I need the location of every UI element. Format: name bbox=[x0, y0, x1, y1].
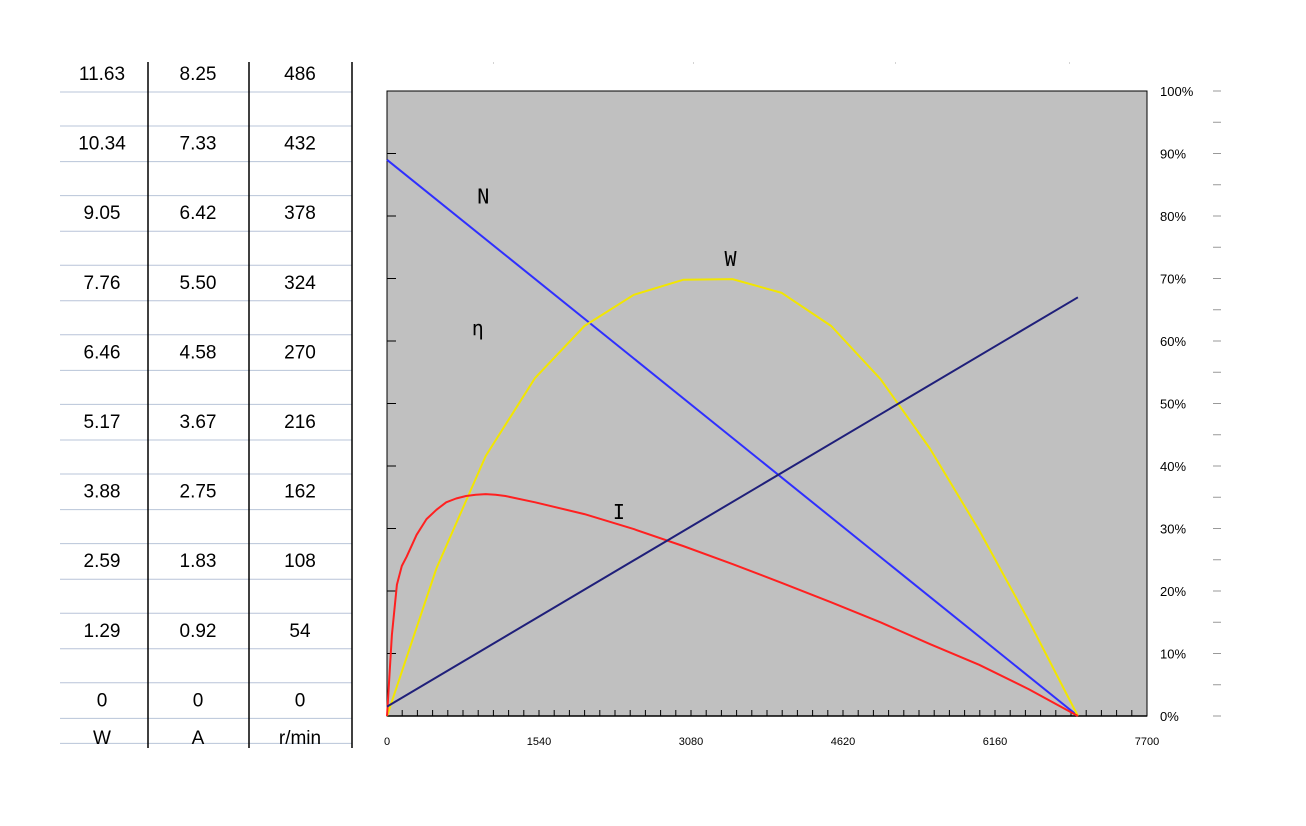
table-cell: 324 bbox=[284, 273, 316, 294]
x-tick-label: 7700 bbox=[1135, 736, 1159, 748]
table-header-cell: r/min bbox=[279, 728, 321, 749]
right-axis-tick-label: 70% bbox=[1160, 272, 1186, 287]
series-line-3 bbox=[386, 493, 1079, 717]
table-header-cell: W bbox=[93, 728, 111, 749]
table-header-cell: A bbox=[192, 728, 205, 749]
table-cell: 0 bbox=[295, 690, 306, 711]
table-cell: 432 bbox=[284, 134, 316, 155]
x-tick-label: 6160 bbox=[983, 736, 1007, 748]
right-axis-tick-label: 60% bbox=[1160, 334, 1186, 349]
series-lines bbox=[386, 159, 1079, 717]
table-cell: 9.05 bbox=[84, 203, 121, 224]
table-cell: 54 bbox=[289, 621, 311, 642]
table-cell: 1.83 bbox=[180, 551, 217, 572]
table-cell: 7.33 bbox=[180, 134, 217, 155]
table-cell: 0 bbox=[97, 690, 108, 711]
series-label-2: W bbox=[724, 247, 737, 271]
right-axis-tick-label: 20% bbox=[1160, 584, 1186, 599]
plot-area bbox=[386, 90, 1148, 717]
series-label-3: I bbox=[613, 500, 625, 524]
table-cell: 5.50 bbox=[180, 273, 217, 294]
table-cell: 162 bbox=[284, 482, 316, 503]
right-axis-tick-label: 50% bbox=[1160, 397, 1186, 412]
series-label-4: η bbox=[472, 316, 484, 340]
table-cell: 2.75 bbox=[180, 482, 217, 503]
table-cell: 3.88 bbox=[84, 482, 121, 503]
right-axis-tick-label: 30% bbox=[1160, 522, 1186, 537]
table-cell: 10.34 bbox=[78, 134, 126, 155]
series-labels: N W Iη bbox=[472, 185, 738, 525]
x-tick-label: 1540 bbox=[527, 736, 551, 748]
table-cell: 6.42 bbox=[180, 203, 217, 224]
x-tick-label: 4620 bbox=[831, 736, 855, 748]
table-cell: 3.67 bbox=[180, 412, 217, 433]
x-tick-label: 3080 bbox=[679, 736, 703, 748]
table-cell: 108 bbox=[284, 551, 316, 572]
table-cell: 5.17 bbox=[84, 412, 121, 433]
table-cell: 216 bbox=[284, 412, 316, 433]
table-cell: 4.58 bbox=[180, 342, 217, 363]
right-axis-tick-label: 90% bbox=[1160, 147, 1186, 162]
table-cell: 0 bbox=[193, 690, 204, 711]
table-cell: 11.63 bbox=[79, 64, 125, 85]
table-cell: 0.92 bbox=[180, 621, 217, 642]
right-axis-tick-label: 80% bbox=[1160, 209, 1186, 224]
table-cell: 8.25 bbox=[180, 64, 217, 85]
right-axis-tick-label: 100% bbox=[1160, 84, 1194, 99]
table-cell: 2.59 bbox=[84, 551, 121, 572]
series-line-2 bbox=[386, 278, 1079, 717]
table-cell: 270 bbox=[284, 342, 316, 363]
right-axis-tick-label: 0% bbox=[1160, 709, 1179, 724]
data-table: 11.63 8.25 486 10.34 7.33 432 9.05 6.42 378 7.76 5… bbox=[60, 62, 353, 749]
series-label-1: N bbox=[477, 185, 489, 209]
table-cell: 1.29 bbox=[84, 621, 121, 642]
table-cell: 378 bbox=[284, 203, 316, 224]
series-line-4 bbox=[386, 296, 1079, 708]
series-line-1 bbox=[386, 159, 1079, 717]
right-axis-tick-label: 10% bbox=[1160, 647, 1186, 662]
table-cell: 7.76 bbox=[84, 273, 121, 294]
table-cell: 6.46 bbox=[84, 342, 121, 363]
x-tick-label: 0 bbox=[384, 736, 390, 748]
right-axis-tick-label: 40% bbox=[1160, 459, 1186, 474]
table-cell: 486 bbox=[284, 64, 316, 85]
